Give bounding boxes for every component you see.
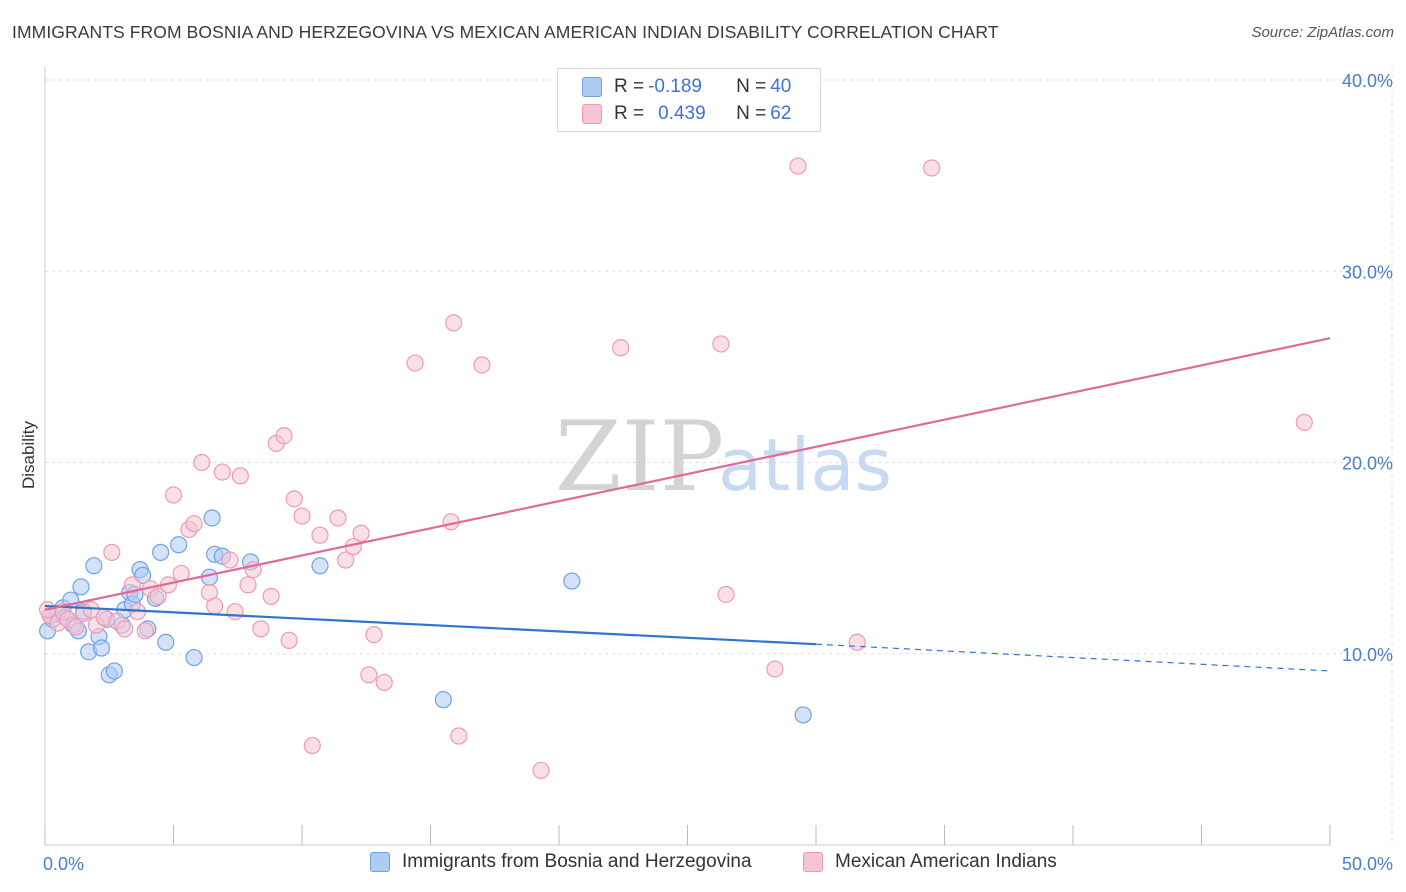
- point-mexican: [712, 335, 730, 353]
- point-mexican: [375, 673, 393, 692]
- legend-swatch-pink: [803, 852, 823, 872]
- point-mexican: [337, 551, 355, 569]
- point-mexican: [303, 736, 321, 755]
- point-mexican: [473, 356, 491, 374]
- trend-line-mexican: [44, 337, 1331, 611]
- point-bosnia: [311, 557, 329, 575]
- trend-line-bosnia: [44, 604, 817, 646]
- point-mexican: [766, 660, 784, 678]
- x-tick-label: 0.0%: [43, 854, 84, 874]
- y-tick-label: 40.0%: [1342, 71, 1393, 91]
- legend-r-label: R =: [614, 103, 645, 124]
- point-mexican: [252, 620, 270, 638]
- point-mexican: [293, 507, 311, 525]
- point-mexican: [406, 354, 424, 372]
- point-mexican: [717, 585, 735, 604]
- y-tick-label: 20.0%: [1342, 454, 1393, 474]
- point-bosnia: [203, 509, 221, 527]
- point-mexican: [329, 509, 347, 527]
- point-mexican: [149, 587, 167, 605]
- point-bosnia: [157, 633, 175, 651]
- watermark: ZIP atlas: [555, 401, 892, 513]
- point-mexican: [226, 603, 244, 621]
- legend-swatch-pink: [582, 104, 602, 124]
- point-bosnia: [152, 543, 170, 561]
- point-mexican: [164, 486, 183, 504]
- point-bosnia: [794, 706, 812, 724]
- correlation-legend: R = -0.189 N = 40 R = 0.439 N = 62: [557, 68, 821, 132]
- legend-row-bosnia: R = -0.189 N = 40: [582, 75, 791, 99]
- point-mexican: [262, 587, 280, 605]
- point-mexican: [213, 463, 231, 481]
- legend-n-value: 40: [770, 76, 792, 97]
- point-bosnia: [92, 639, 111, 657]
- legend-r-value: 0.439: [658, 103, 706, 124]
- legend-r-label: R =: [614, 76, 645, 97]
- x-tick-label: 50.0%: [1342, 854, 1393, 874]
- gridlines: [45, 68, 1393, 845]
- point-bosnia: [72, 578, 90, 596]
- point-mexican: [923, 159, 941, 177]
- point-mexican: [445, 314, 463, 332]
- point-mexican: [239, 576, 257, 594]
- point-mexican: [275, 427, 293, 445]
- data-points: [38, 157, 1313, 780]
- point-mexican: [450, 727, 468, 745]
- point-mexican: [360, 666, 378, 684]
- point-mexican: [82, 601, 100, 619]
- point-mexican: [67, 618, 85, 636]
- point-mexican: [285, 490, 303, 508]
- legend-item-bosnia: Immigrants from Bosnia and Herzegovina: [370, 851, 752, 873]
- legend-n-label: N =: [736, 76, 767, 97]
- point-mexican: [311, 526, 329, 544]
- legend-label-mexican: Mexican American Indians: [835, 851, 1057, 872]
- point-mexican: [231, 467, 249, 485]
- legend-n-value: 62: [770, 103, 792, 124]
- watermark-zip: ZIP: [555, 401, 724, 513]
- y-axis-label: Disability: [19, 420, 38, 489]
- y-tick-label: 30.0%: [1342, 262, 1393, 282]
- legend-row-mexican: R = 0.439 N = 62: [582, 102, 791, 126]
- point-bosnia: [185, 648, 203, 667]
- point-mexican: [206, 597, 224, 615]
- chart-title: IMMIGRANTS FROM BOSNIA AND HERZEGOVINA V…: [12, 22, 999, 42]
- y-tick-label: 10.0%: [1342, 645, 1393, 665]
- point-mexican: [612, 339, 630, 357]
- legend-label-bosnia: Immigrants from Bosnia and Herzegovina: [402, 851, 752, 872]
- legend-item-mexican: Mexican American Indians: [803, 851, 1057, 873]
- point-mexican: [116, 620, 134, 638]
- legend-n-label: N =: [736, 103, 767, 124]
- source-credit: Source: ZipAtlas.com: [1251, 24, 1394, 41]
- trend-line-bosnia-extension: [815, 643, 1331, 672]
- point-mexican: [136, 622, 154, 640]
- point-mexican: [123, 576, 141, 594]
- point-mexican: [352, 524, 370, 542]
- trend-lines: [44, 337, 1331, 672]
- point-mexican: [789, 157, 807, 175]
- point-mexican: [185, 515, 203, 533]
- legend-swatch-blue: [370, 852, 390, 872]
- point-bosnia: [105, 662, 123, 680]
- point-mexican: [280, 631, 298, 649]
- legend-r-value: -0.189: [648, 76, 702, 97]
- tick-labels: 10.0% 20.0% 30.0% 40.0% 0.0% 50.0%: [43, 71, 1393, 874]
- point-mexican: [193, 453, 211, 472]
- point-mexican: [365, 626, 383, 644]
- point-bosnia: [170, 536, 188, 554]
- axes: [44, 66, 1331, 846]
- point-bosnia: [85, 557, 103, 575]
- point-mexican: [532, 761, 550, 780]
- point-mexican: [103, 543, 121, 561]
- point-bosnia: [563, 572, 581, 590]
- point-bosnia: [434, 691, 452, 709]
- point-mexican: [1295, 413, 1313, 431]
- legend-swatch-blue: [582, 77, 602, 97]
- point-mexican: [848, 633, 866, 651]
- point-mexican: [221, 551, 239, 569]
